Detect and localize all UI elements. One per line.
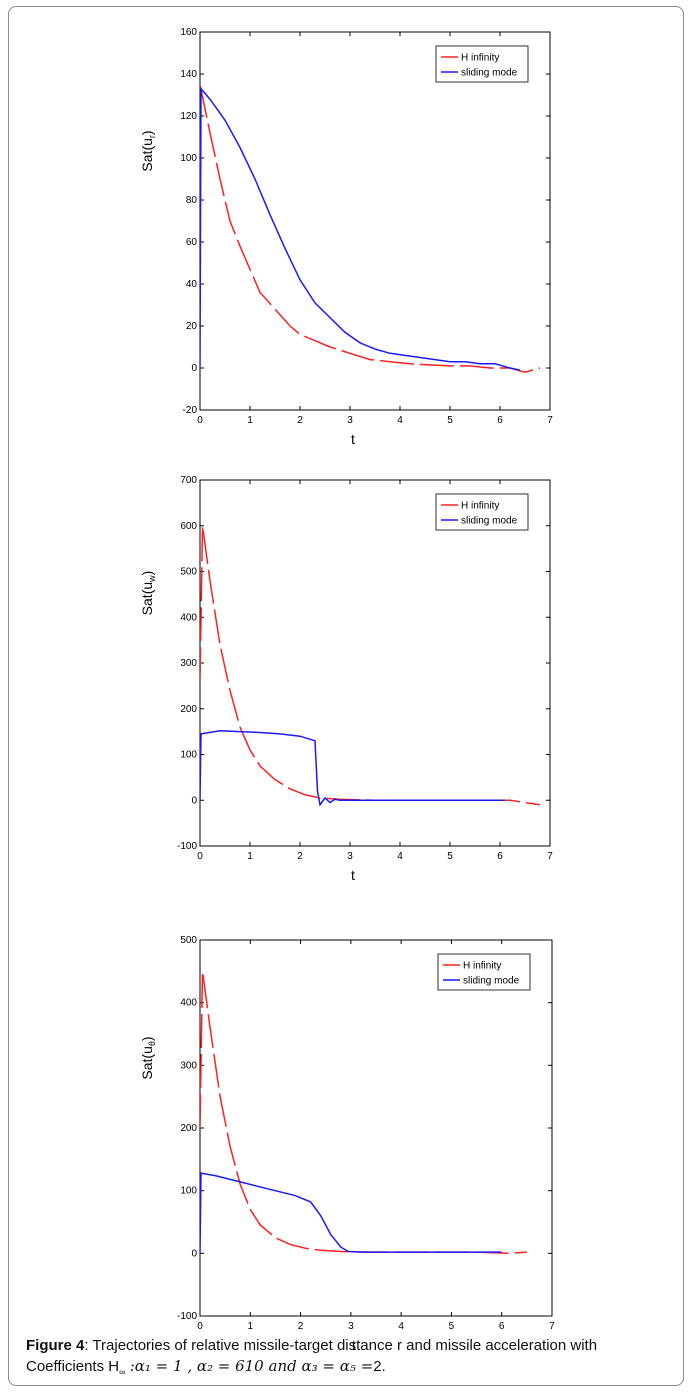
legend-entry: H infinity	[463, 961, 501, 972]
y-tick-label: 200	[180, 704, 197, 715]
y-tick-label: 600	[180, 521, 197, 532]
chart-sat-uw: 0 1 2 3 4 5 6 7-1000100200300400500600700tSat(u…	[139, 475, 553, 883]
y-axis-label: Sat(uw)	[139, 571, 157, 616]
y-tick-label: 300	[180, 1060, 197, 1071]
legend-entry: H infinity	[461, 501, 499, 512]
x-tick-label: 7	[547, 851, 553, 862]
series-line-sliding-mode	[200, 86, 521, 371]
x-tick-label: 5	[449, 1321, 455, 1332]
series-line-sliding-mode	[200, 1172, 502, 1254]
legend-entry: sliding mode	[461, 68, 518, 79]
legend-box	[435, 45, 529, 83]
y-tick-label: 500	[180, 935, 197, 946]
x-tick-label: 3	[348, 1321, 354, 1332]
x-tick-label: 7	[547, 415, 553, 426]
plot-area	[199, 31, 551, 411]
y-tick-label: 400	[180, 998, 197, 1009]
y-tick-label: 0	[191, 1248, 197, 1259]
y-tick-label: 60	[186, 237, 198, 248]
x-tick-label: 5	[447, 851, 453, 862]
y-axis-label-end: )	[139, 1036, 155, 1041]
chart-sat-ur: 0 1 2 3 4 5 6 7-20020406080100120140160tSat(ur)…	[139, 27, 553, 447]
x-tick-label: 4	[397, 415, 403, 426]
y-tick-label: 160	[180, 27, 197, 38]
series-line-h-infinity	[200, 84, 541, 373]
x-axis-label: t	[351, 431, 355, 447]
y-tick-label: 300	[180, 658, 197, 669]
caption-formula-end: 2.	[373, 1358, 386, 1375]
y-tick-label: 100	[180, 153, 197, 164]
caption-text: : Trajectories of relative missile-targe…	[26, 1337, 598, 1375]
y-tick-label: 40	[186, 279, 198, 290]
x-tick-label: 6	[497, 415, 503, 426]
series-line-sliding-mode	[200, 729, 505, 807]
y-tick-label: 100	[180, 1186, 197, 1197]
y-tick-label: 0	[191, 363, 197, 374]
y-tick-label: 500	[180, 567, 197, 578]
x-tick-label: 2	[297, 415, 303, 426]
y-axis-label-end: )	[139, 571, 155, 576]
x-tick-label: 0	[197, 1321, 203, 1332]
caption-formula: :α₁ = 1 , α₂ = 610 and α₃ = α₅ =	[129, 1357, 374, 1375]
x-tick-label: 0	[197, 415, 203, 426]
x-tick-label: 2	[297, 851, 303, 862]
legend-entry: sliding mode	[463, 976, 520, 987]
y-tick-label: 0	[191, 795, 197, 806]
plot-area	[199, 939, 553, 1317]
legend-box	[435, 493, 529, 531]
y-axis-label: Sat(uθ)	[139, 1036, 157, 1079]
legend-entry: H infinity	[461, 53, 499, 64]
x-tick-label: 4	[397, 851, 403, 862]
y-tick-label: -20	[183, 405, 198, 416]
y-axis-label-sub: w	[147, 575, 157, 583]
y-tick-label: 700	[180, 475, 197, 486]
x-tick-label: 2	[298, 1321, 304, 1332]
x-tick-label: 1	[248, 1321, 254, 1332]
y-tick-label: 120	[180, 111, 197, 122]
y-tick-label: 200	[180, 1123, 197, 1134]
y-tick-label: 100	[180, 750, 197, 761]
y-axis-label-sub: r	[147, 135, 157, 138]
y-axis-label-main: Sat(u	[139, 582, 155, 615]
y-tick-label: -100	[177, 841, 197, 852]
x-axis-label: t	[352, 1337, 356, 1353]
legend-entry: sliding mode	[461, 516, 518, 527]
figure-frame	[8, 6, 684, 1386]
x-tick-label: 1	[247, 415, 253, 426]
x-tick-label: 4	[398, 1321, 404, 1332]
x-tick-label: 6	[499, 1321, 505, 1332]
caption-h-sub: ∞	[119, 1367, 126, 1377]
y-axis-label-end: )	[139, 130, 155, 135]
y-axis-label-main: Sat(u	[139, 138, 155, 171]
x-tick-label: 0	[197, 851, 203, 862]
caption-label: Figure 4	[26, 1337, 85, 1354]
y-axis-label-main: Sat(u	[139, 1046, 155, 1079]
x-tick-label: 5	[447, 415, 453, 426]
x-tick-label: 7	[549, 1321, 555, 1332]
plot-area	[199, 479, 551, 847]
y-tick-label: 20	[186, 321, 198, 332]
y-axis-label: Sat(ur)	[139, 130, 157, 171]
x-axis-label: t	[351, 867, 355, 883]
y-axis-label-sub: θ	[147, 1041, 157, 1046]
legend-box	[437, 953, 531, 991]
y-tick-label: -100	[177, 1311, 197, 1322]
y-tick-label: 400	[180, 612, 197, 623]
y-tick-label: 140	[180, 69, 197, 80]
x-tick-label: 3	[347, 851, 353, 862]
x-tick-label: 1	[247, 851, 253, 862]
x-tick-label: 6	[497, 851, 503, 862]
y-tick-label: 80	[186, 195, 198, 206]
figure-caption: Figure 4: Trajectories of relative missi…	[26, 1336, 666, 1382]
x-tick-label: 3	[347, 415, 353, 426]
